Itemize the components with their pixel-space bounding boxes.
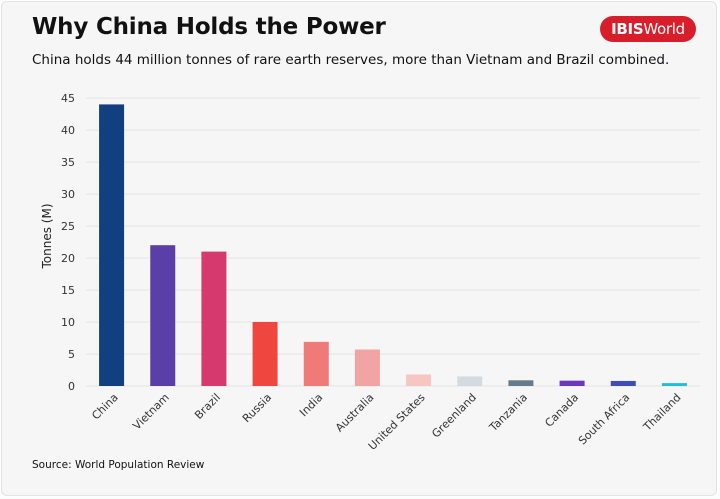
bar-canada	[559, 380, 585, 386]
chart-subtitle: China holds 44 million tonnes of rare ea…	[32, 52, 670, 68]
bar-india	[303, 341, 329, 386]
bar-brazil	[201, 251, 227, 386]
ibisworld-logo: IBIS World	[600, 16, 696, 42]
bar-south-africa	[610, 380, 636, 386]
x-tick-label: Russia	[240, 391, 274, 425]
y-tick-label: 0	[68, 380, 75, 393]
bars	[99, 104, 687, 387]
y-tick-label: 5	[68, 348, 75, 361]
y-tick-label: 25	[61, 220, 75, 233]
x-tick-label: Brazil	[192, 391, 223, 422]
bar-united-states	[406, 374, 432, 386]
bar-china	[99, 104, 125, 387]
grid-lines	[86, 97, 700, 387]
y-axis-label: Tonnes (M)	[40, 203, 54, 269]
x-tick-label: China	[89, 391, 120, 422]
x-tick-label: Greenland	[429, 391, 479, 441]
chart-title: Why China Holds the Power	[32, 14, 386, 40]
x-tick-label: Australia	[333, 391, 377, 435]
x-axis-ticks: China Vietnam Brazil Russia India AustraliaUn…	[89, 391, 683, 453]
bar-vietnam	[150, 245, 176, 386]
bar-thailand	[661, 383, 687, 386]
bar-greenland	[457, 376, 483, 386]
y-tick-label: 30	[61, 188, 75, 201]
y-tick-label: 10	[61, 316, 75, 329]
y-tick-label: 15	[61, 284, 75, 297]
y-tick-label: 45	[61, 92, 75, 105]
y-tick-label: 40	[61, 124, 75, 137]
x-tick-label: Canada	[542, 391, 581, 430]
x-tick-label: Vietnam	[130, 391, 172, 433]
x-tick-label: South Africa	[576, 391, 632, 447]
y-tick-label: 20	[61, 252, 75, 265]
x-tick-label: Thailand	[640, 391, 683, 434]
y-axis-ticks: 0 5 10 15 20 25 30 35 40 45	[61, 92, 75, 393]
bar-russia	[252, 322, 278, 386]
bar-australia	[354, 349, 380, 386]
x-tick-label: India	[297, 391, 325, 419]
x-tick-label: Tanzania	[486, 391, 530, 435]
bar-tanzania	[508, 380, 534, 386]
source-note: Source: World Population Review	[32, 459, 205, 471]
y-tick-label: 35	[61, 156, 75, 169]
